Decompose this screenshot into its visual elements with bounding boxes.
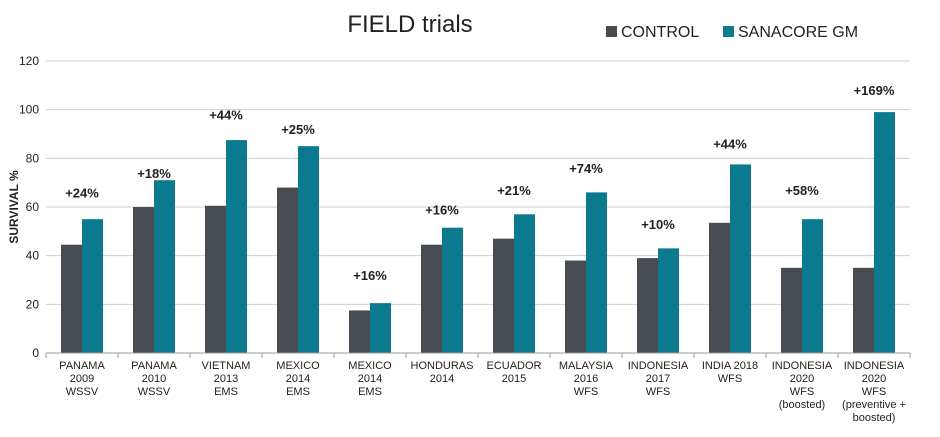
x-tick-label: PANAMA 2009 WSSV xyxy=(59,360,105,398)
x-tick-label: INDONESIA 2017 WFS xyxy=(628,360,689,398)
y-tick-label: 80 xyxy=(26,151,40,165)
x-tick-label: MEXICO 2014 EMS xyxy=(348,360,392,398)
y-tick-label: 0 xyxy=(32,346,39,360)
x-axis-ticks: PANAMA 2009 WSSV PANAMA 2010 WSSV VIETNAM 2013 E… xyxy=(45,353,911,424)
y-tick-label: 20 xyxy=(26,297,40,311)
bar-sanacore xyxy=(874,112,895,353)
improvement-label: +44% xyxy=(209,107,243,122)
bar-sanacore xyxy=(154,180,175,353)
y-tick-label: 120 xyxy=(19,54,39,68)
improvement-label: +25% xyxy=(281,122,315,137)
gridlines xyxy=(46,60,910,305)
x-tick-label: ECUADOR 2015 xyxy=(486,360,541,385)
bars xyxy=(61,112,895,353)
x-tick-label: INDONESIA 2020 WFS (preventive + boosted) xyxy=(842,360,906,424)
bar-sanacore xyxy=(226,140,247,353)
legend-label-control: CONTROL xyxy=(621,24,699,41)
improvement-label: +169% xyxy=(854,83,895,98)
bar-sanacore xyxy=(802,219,823,353)
x-tick-label: MEXICO 2014 EMS xyxy=(276,360,320,398)
bar-sanacore xyxy=(658,248,679,353)
y-tick-label: 60 xyxy=(26,200,40,214)
bar-control xyxy=(277,187,298,353)
bar-control xyxy=(565,260,586,353)
bar-control xyxy=(133,207,154,353)
annotations: +24% +18% +44% +25% +16% +16% +21% +74% +10% +44%… xyxy=(65,83,895,283)
improvement-label: +16% xyxy=(353,268,387,283)
bar-sanacore xyxy=(370,303,391,353)
bar-control xyxy=(637,258,658,353)
bar-control xyxy=(781,267,802,353)
x-tick-label: VIETNAM 2013 EMS xyxy=(202,360,251,398)
x-tick-label: INDIA 2018 WFS xyxy=(702,360,758,385)
y-tick-label: 100 xyxy=(19,103,39,117)
x-tick-label: HONDURAS 2014 xyxy=(411,360,474,385)
legend-swatch-control xyxy=(606,26,617,37)
bar-sanacore xyxy=(442,227,463,353)
bar-control xyxy=(709,222,730,353)
bar-sanacore xyxy=(514,214,535,353)
bar-control xyxy=(853,267,874,353)
bar-control xyxy=(349,310,370,353)
legend-label-sanacore: SANACORE GM xyxy=(738,24,858,41)
x-tick-label: INDONESIA 2020 WFS (boosted) xyxy=(772,360,833,411)
bar-sanacore xyxy=(586,192,607,353)
bar-control xyxy=(493,238,514,353)
bar-sanacore xyxy=(298,146,319,353)
y-axis-label: SURVIVAL % xyxy=(7,170,21,244)
improvement-label: +10% xyxy=(641,217,675,232)
improvement-label: +16% xyxy=(425,202,459,217)
x-tick-label: MALAYSIA 2016 WFS xyxy=(559,360,614,398)
bar-sanacore xyxy=(82,219,103,353)
chart-title: FIELD trials xyxy=(347,11,472,38)
improvement-label: +18% xyxy=(137,166,171,181)
improvement-label: +21% xyxy=(497,183,531,198)
bar-sanacore xyxy=(730,164,751,353)
y-tick-label: 40 xyxy=(26,249,40,263)
improvement-label: +58% xyxy=(785,183,819,198)
bar-control xyxy=(205,205,226,353)
improvement-label: +24% xyxy=(65,185,99,200)
bar-control xyxy=(61,244,82,353)
bar-control xyxy=(421,244,442,353)
legend: CONTROL SANACORE GM xyxy=(606,24,858,41)
improvement-label: +44% xyxy=(713,137,747,152)
legend-swatch-sanacore xyxy=(723,26,734,37)
improvement-label: +74% xyxy=(569,161,603,176)
y-axis-ticks: 0 20 40 60 80 100 120 xyxy=(19,54,39,360)
x-tick-label: PANAMA 2010 WSSV xyxy=(131,360,177,398)
